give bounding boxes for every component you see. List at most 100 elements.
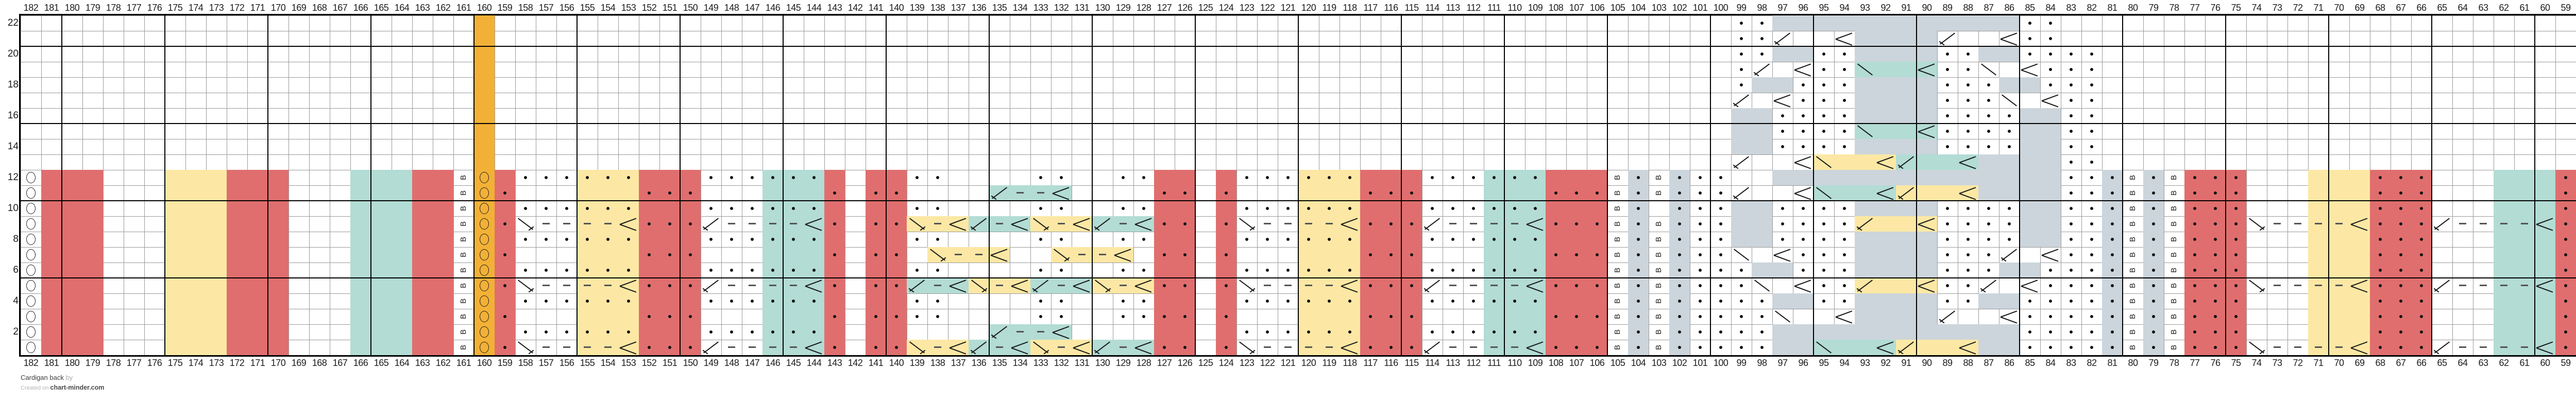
- grid-cell[interactable]: [1504, 216, 1525, 232]
- grid-cell[interactable]: [1463, 262, 1484, 278]
- grid-cell[interactable]: [1092, 262, 1113, 278]
- grid-cell[interactable]: [742, 293, 762, 309]
- grid-cell[interactable]: [1566, 216, 1587, 232]
- grid-cell[interactable]: [1628, 293, 1649, 309]
- grid-cell[interactable]: [1525, 340, 1546, 355]
- grid-cell[interactable]: [948, 340, 969, 355]
- grid-cell[interactable]: [124, 262, 144, 278]
- grid-cell[interactable]: [1195, 278, 1216, 293]
- grid-cell[interactable]: [866, 185, 886, 201]
- grid-cell[interactable]: [1175, 247, 1195, 262]
- grid-cell[interactable]: [1525, 185, 1546, 201]
- grid-cell[interactable]: [2349, 232, 2370, 247]
- grid-cell[interactable]: [62, 201, 82, 216]
- grid-cell[interactable]: [350, 170, 371, 185]
- grid-cell[interactable]: [1381, 262, 1401, 278]
- grid-cell[interactable]: [1978, 93, 1999, 108]
- grid-cell[interactable]: [1257, 232, 1278, 247]
- grid-cell[interactable]: [1772, 77, 1793, 93]
- grid-cell[interactable]: [103, 170, 124, 185]
- grid-cell[interactable]: [1092, 278, 1113, 293]
- grid-cell[interactable]: [1381, 170, 1401, 185]
- grid-cell[interactable]: [1937, 247, 1958, 262]
- grid-cell[interactable]: [886, 309, 907, 324]
- grid-cell[interactable]: [1772, 216, 1793, 232]
- grid-cell[interactable]: [1401, 309, 1422, 324]
- grid-cell[interactable]: [2391, 247, 2411, 262]
- grid-cell[interactable]: [1855, 93, 1875, 108]
- grid-cell[interactable]: [289, 262, 309, 278]
- grid-cell[interactable]: [845, 232, 866, 247]
- grid-cell[interactable]: [103, 278, 124, 293]
- grid-cell[interactable]: [309, 247, 330, 262]
- grid-cell[interactable]: [804, 232, 824, 247]
- grid-cell[interactable]: [659, 324, 680, 340]
- grid-cell[interactable]: [1422, 185, 1443, 201]
- grid-cell[interactable]: [165, 309, 185, 324]
- grid-cell[interactable]: [1814, 154, 1834, 170]
- grid-cell[interactable]: [1710, 309, 1731, 324]
- grid-cell[interactable]: [2040, 77, 2061, 93]
- grid-cell[interactable]: [1113, 340, 1133, 355]
- grid-cell[interactable]: [845, 278, 866, 293]
- grid-cell[interactable]: [1855, 216, 1875, 232]
- grid-cell[interactable]: [1793, 108, 1814, 124]
- grid-cell[interactable]: [1236, 185, 1257, 201]
- grid-cell[interactable]: [515, 170, 536, 185]
- grid-cell[interactable]: [783, 216, 804, 232]
- grid-cell[interactable]: [1360, 232, 1381, 247]
- grid-cell[interactable]: [2287, 216, 2308, 232]
- grid-cell[interactable]: [1133, 247, 1154, 262]
- grid-cell[interactable]: [1463, 247, 1484, 262]
- grid-cell[interactable]: [206, 324, 227, 340]
- grid-cell[interactable]: [1278, 216, 1298, 232]
- grid-cell[interactable]: [866, 201, 886, 216]
- grid-cell[interactable]: [1525, 278, 1546, 293]
- grid-cell[interactable]: [1875, 309, 1896, 324]
- grid-cell[interactable]: [1010, 170, 1030, 185]
- grid-cell[interactable]: [2205, 247, 2226, 262]
- grid-cell[interactable]: [1978, 77, 1999, 93]
- grid-cell[interactable]: [165, 247, 185, 262]
- grid-cell[interactable]: [1917, 232, 1937, 247]
- grid-cell[interactable]: [1690, 216, 1710, 232]
- grid-cell[interactable]: [1340, 309, 1360, 324]
- grid-cell[interactable]: [556, 293, 577, 309]
- grid-cell[interactable]: [2143, 262, 2164, 278]
- grid-cell[interactable]: [1154, 201, 1175, 216]
- grid-cell[interactable]: [2081, 278, 2102, 293]
- grid-cell[interactable]: [1340, 216, 1360, 232]
- grid-cell[interactable]: [927, 324, 948, 340]
- grid-cell[interactable]: [1896, 262, 1917, 278]
- grid-cell[interactable]: [1978, 170, 1999, 185]
- grid-cell[interactable]: [907, 309, 927, 324]
- grid-cell[interactable]: [495, 293, 515, 309]
- grid-cell[interactable]: [577, 232, 598, 247]
- grid-cell[interactable]: [1834, 62, 1855, 77]
- grid-cell[interactable]: [1937, 77, 1958, 93]
- grid-cell[interactable]: [1628, 232, 1649, 247]
- grid-cell[interactable]: [1958, 278, 1978, 293]
- grid-cell[interactable]: [2349, 309, 2370, 324]
- grid-cell[interactable]: [1298, 309, 1319, 324]
- grid-cell[interactable]: [2143, 232, 2164, 247]
- grid-cell[interactable]: [1875, 262, 1896, 278]
- grid-cell[interactable]: [989, 278, 1010, 293]
- grid-cell[interactable]: [969, 247, 989, 262]
- grid-cell[interactable]: [2391, 293, 2411, 309]
- grid-cell[interactable]: [2020, 124, 2040, 139]
- grid-cell[interactable]: [1401, 216, 1422, 232]
- grid-cell[interactable]: [989, 293, 1010, 309]
- grid-cell[interactable]: [1978, 46, 1999, 62]
- grid-cell[interactable]: [371, 278, 392, 293]
- grid-cell[interactable]: [1113, 309, 1133, 324]
- grid-cell[interactable]: [1690, 324, 1710, 340]
- grid-cell[interactable]: [495, 216, 515, 232]
- grid-cell[interactable]: [21, 216, 41, 232]
- grid-cell[interactable]: [1917, 93, 1937, 108]
- grid-cell[interactable]: [2081, 309, 2102, 324]
- grid-cell[interactable]: [1999, 293, 2020, 309]
- grid-cell[interactable]: [433, 340, 453, 355]
- grid-cell[interactable]: [1257, 201, 1278, 216]
